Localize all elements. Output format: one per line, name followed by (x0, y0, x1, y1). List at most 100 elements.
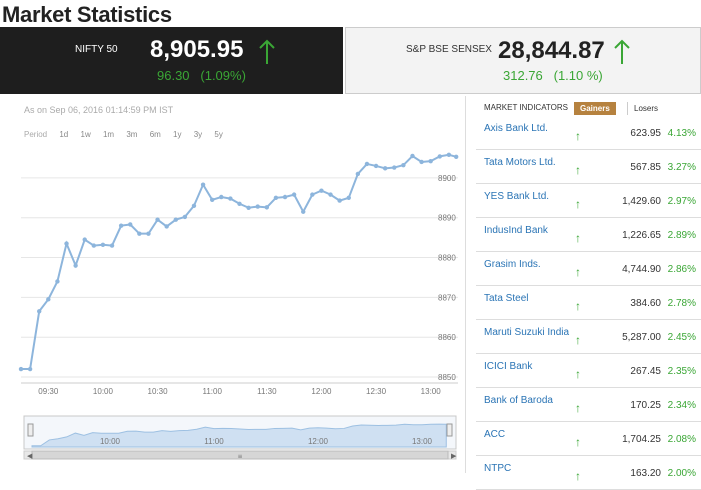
nifty-card[interactable]: NIFTY 50 8,905.95 96.30 (1.09%) (0, 27, 343, 94)
nifty-value: 8,905.95 (150, 36, 244, 63)
y-tick-label: 8900 (438, 174, 456, 183)
list-item[interactable]: NTPC ↑ 163.20 2.00% (476, 456, 701, 490)
stock-name-link[interactable]: Grasim Inds. (484, 259, 541, 270)
navigator-left-handle (27, 423, 34, 437)
scroll-right-icon[interactable]: ▶ (451, 452, 457, 460)
period-3y[interactable]: 3y (193, 130, 203, 139)
data-point (137, 231, 142, 236)
period-3m[interactable]: 3m (126, 130, 138, 139)
data-point (392, 165, 397, 170)
list-item[interactable]: YES Bank Ltd. ↑ 1,429.60 2.97% (476, 184, 701, 218)
list-item[interactable]: Tata Steel ↑ 384.60 2.78% (476, 286, 701, 320)
sensex-change-points: 312.76 (503, 68, 543, 83)
data-point (282, 194, 288, 200)
x-tick-label: 12:30 (366, 387, 387, 396)
data-point (55, 279, 60, 284)
stock-name-link[interactable]: NTPC (484, 463, 512, 474)
data-point (428, 158, 433, 164)
stock-name-link[interactable]: Tata Motors Ltd. (484, 157, 556, 168)
stock-name-link[interactable]: Tata Steel (484, 293, 529, 304)
stock-change-pct: 2.34% (667, 400, 696, 411)
stock-price: 1,704.25 (622, 434, 661, 445)
stock-name-link[interactable]: Axis Bank Ltd. (484, 123, 548, 134)
page-title: Market Statistics (2, 2, 172, 27)
stock-name-link[interactable]: YES Bank Ltd. (484, 191, 550, 202)
stock-name-link[interactable]: ICICI Bank (484, 361, 533, 372)
intraday-chart[interactable]: 8850 8860 8870 8880 8890 8900 09:30 10:00 10:30 1… (0, 96, 465, 473)
list-item[interactable]: Tata Motors Ltd. ↑ 567.85 3.27% (476, 150, 701, 184)
y-tick-label: 8850 (438, 373, 456, 382)
nifty-change-pct: (1.09%) (200, 68, 246, 83)
data-point (228, 196, 233, 201)
stock-name-link[interactable]: Bank of Baroda (484, 395, 553, 406)
stock-change-pct: 2.78% (667, 298, 696, 309)
stock-change-pct: 2.45% (667, 332, 696, 343)
sensex-name: S&P BSE SENSEX (406, 44, 492, 55)
data-point (164, 224, 169, 229)
stock-name-link[interactable]: ACC (484, 429, 506, 440)
stock-change-pct: 3.27% (667, 162, 696, 173)
data-point (182, 214, 188, 220)
period-label: Period (24, 130, 48, 139)
stock-change-pct: 2.35% (667, 366, 696, 377)
sensex-card[interactable]: S&P BSE SENSEX 28,844.87 312.76 (1.10 %) (345, 27, 701, 94)
list-item[interactable]: Bank of Baroda ↑ 170.25 2.34% (476, 388, 701, 422)
sensex-value: 28,844.87 (498, 37, 605, 64)
list-item[interactable]: ACC ↑ 1,704.25 2.08% (476, 422, 701, 456)
stock-price: 4,744.90 (622, 264, 661, 275)
period-selector: Period 1d 1w 1m 3m 6m 1y 3y 5y (24, 130, 233, 139)
data-point (382, 166, 388, 171)
period-1d[interactable]: 1d (59, 130, 69, 139)
period-5y[interactable]: 5y (214, 130, 223, 139)
list-item[interactable]: ICICI Bank ↑ 267.45 2.35% (476, 354, 701, 388)
navigator-label: 11:00 (204, 437, 224, 446)
sensex-change-pct: (1.10 %) (553, 68, 603, 83)
data-point (453, 154, 459, 159)
tab-losers[interactable]: Losers (627, 102, 664, 115)
stock-change-pct: 2.97% (667, 196, 696, 207)
indicators-heading: MARKET INDICATORS (484, 103, 569, 112)
x-tick-label: 12:00 (311, 387, 332, 396)
data-point (337, 198, 342, 203)
list-item[interactable]: Maruti Suzuki India ↑ 5,287.00 2.45% (476, 320, 701, 354)
data-point (310, 192, 315, 197)
stock-name-link[interactable]: Maruti Suzuki India (484, 327, 570, 338)
scrollbar-grip-icon[interactable]: ≡ (237, 453, 242, 460)
chart-panel: 8850 8860 8870 8880 8890 8900 09:30 10:00 10:30 1… (0, 96, 466, 473)
up-arrow-icon: ↑ (575, 129, 581, 143)
sensex-change: 312.76 (1.10 %) (503, 68, 603, 83)
stock-change-pct: 2.89% (667, 230, 696, 241)
data-point (155, 217, 160, 222)
up-arrow-icon (614, 39, 630, 64)
period-1m[interactable]: 1m (102, 130, 115, 139)
data-point (301, 209, 306, 214)
stock-name-link[interactable]: IndusInd Bank (484, 225, 548, 236)
data-point (446, 152, 452, 157)
scrollbar-thumb (31, 450, 449, 460)
up-arrow-icon: ↑ (575, 163, 581, 177)
nifty-change-points: 96.30 (157, 68, 190, 83)
up-arrow-icon: ↑ (575, 197, 581, 211)
gainers-list: Axis Bank Ltd. ↑ 623.95 4.13% Tata Motors Lt… (476, 116, 701, 490)
scroll-left-icon[interactable]: ◀ (27, 452, 33, 460)
list-item[interactable]: Axis Bank Ltd. ↑ 623.95 4.13% (476, 116, 701, 150)
period-1w[interactable]: 1w (80, 130, 91, 139)
list-item[interactable]: Grasim Inds. ↑ 4,744.90 2.86% (476, 252, 701, 286)
list-item[interactable]: IndusInd Bank ↑ 1,226.65 2.89% (476, 218, 701, 252)
data-point (373, 163, 379, 169)
data-point (291, 192, 297, 197)
data-point (18, 366, 24, 372)
navigator-label: 13:00 (412, 437, 433, 446)
stock-price: 5,287.00 (622, 332, 661, 343)
x-tick-label: 13:00 (421, 387, 442, 396)
stock-price: 267.45 (630, 366, 661, 377)
up-arrow-icon: ↑ (575, 231, 581, 245)
tab-gainers[interactable]: Gainers (574, 102, 616, 115)
stock-price: 1,429.60 (622, 196, 661, 207)
up-arrow-icon: ↑ (575, 265, 581, 279)
period-1y[interactable]: 1y (173, 130, 182, 139)
data-point (328, 192, 333, 197)
data-point (419, 159, 424, 165)
period-6m[interactable]: 6m (149, 130, 161, 139)
data-point (319, 188, 324, 193)
